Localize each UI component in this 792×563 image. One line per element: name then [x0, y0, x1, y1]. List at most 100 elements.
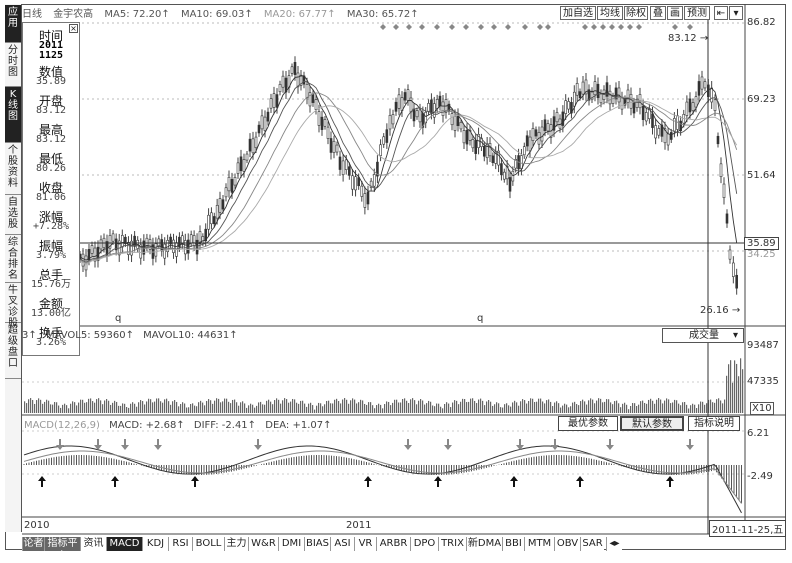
tab-kdj[interactable]: KDJ: [142, 537, 168, 551]
price-axis-top: 86.82: [747, 17, 776, 28]
nav-item-label: 综合排名: [8, 237, 18, 281]
forecast-button[interactable]: 预测: [684, 6, 710, 20]
tab-dma[interactable]: 新DMA: [466, 537, 502, 551]
tab-boll[interactable]: BOLL: [192, 537, 224, 551]
tab-vr[interactable]: VR: [354, 537, 376, 551]
candle-body: [230, 179, 234, 193]
tab-dmi[interactable]: DMI: [278, 537, 304, 551]
volume-bar: [382, 408, 384, 413]
tab-obv[interactable]: OBV: [554, 537, 580, 551]
volume-bar: [282, 400, 284, 413]
volume-bar: [712, 402, 714, 413]
volume-bar: [132, 402, 134, 413]
candle-body: [482, 146, 486, 157]
volume-bar: [390, 405, 392, 413]
nav-item-1[interactable]: 分时图: [5, 43, 21, 87]
event-marker: [505, 24, 511, 30]
tab-macd[interactable]: MACD: [106, 537, 142, 551]
tab-[interactable]: 指标平台: [44, 537, 80, 562]
candle-body: [215, 205, 219, 219]
tab-arbr[interactable]: ARBR: [376, 537, 410, 551]
tab-[interactable]: 主力: [224, 537, 248, 551]
volume-bar: [304, 403, 306, 413]
volume-bar: [422, 400, 424, 413]
candle-body: [534, 129, 538, 137]
nav-item-6[interactable]: 牛叉诊股: [5, 283, 21, 329]
tab-asi[interactable]: ASI: [330, 537, 354, 551]
ma20-label: MA20: 67.77↑: [263, 9, 336, 20]
nav-item-7[interactable]: 超级盘口: [5, 323, 21, 379]
close-icon[interactable]: ×: [69, 24, 78, 33]
candle-body: [305, 84, 309, 98]
volume-bar: [134, 403, 136, 413]
tab-bbi[interactable]: BBI: [502, 537, 524, 551]
volume-bar: [150, 399, 152, 413]
candle-body: [382, 136, 386, 145]
volume-bar: [196, 406, 198, 413]
volume-bar: [542, 401, 544, 413]
candle-body: [710, 87, 713, 103]
sell-arrow-icon: [121, 439, 129, 450]
nav-item-4[interactable]: 自选股: [5, 195, 21, 235]
tab-mtm[interactable]: MTM: [524, 537, 554, 551]
ma-button[interactable]: 均线: [597, 6, 623, 20]
overlay-button[interactable]: 叠: [650, 6, 666, 20]
volume-bar: [504, 404, 506, 413]
nav-item-5[interactable]: 综合排名: [5, 235, 21, 283]
candle-body: [488, 143, 492, 157]
draw-button[interactable]: 画: [667, 6, 683, 20]
nav-item-0[interactable]: 应用: [5, 5, 21, 43]
candle-body: [296, 72, 300, 88]
macd-axis-top: 6.21: [747, 428, 770, 439]
volume-indicator-select[interactable]: 成交量 ▾: [662, 328, 744, 343]
volume-bar: [122, 403, 124, 413]
volume-bar: [488, 400, 490, 413]
volume-bar: [330, 403, 332, 413]
nav-item-2[interactable]: K线图: [5, 87, 21, 143]
candle-body: [108, 235, 112, 249]
volume-bar: [736, 363, 738, 413]
candle-body: [666, 133, 670, 146]
volume-bar: [40, 399, 42, 413]
volume-bar: [590, 398, 592, 413]
default-params-button[interactable]: 默认参数: [620, 416, 684, 431]
nav-item-3[interactable]: 个股资料: [5, 143, 21, 195]
volume-bar: [644, 402, 646, 413]
menu-down-icon[interactable]: ▾: [729, 6, 743, 20]
volume-bar: [334, 399, 336, 413]
volume-bar: [544, 403, 546, 413]
volume-bar: [526, 403, 528, 413]
volume-bar: [222, 401, 224, 413]
tab-[interactable]: 资讯: [80, 537, 106, 551]
scroll-arrows-icon[interactable]: ◂▸: [606, 537, 622, 551]
volume-bar: [364, 403, 366, 413]
info-value: 3.79%: [35, 250, 67, 261]
tab-rsi[interactable]: RSI: [168, 537, 192, 551]
candle-body: [311, 93, 315, 103]
volume-bar: [356, 403, 358, 413]
candle-body: [471, 139, 475, 149]
ma-line: [79, 80, 738, 263]
ex-rights-button[interactable]: 除权: [624, 6, 648, 20]
tab-[interactable]: 论者: [22, 537, 44, 551]
tab-dpo[interactable]: DPO: [410, 537, 438, 551]
volume-bar: [324, 404, 326, 413]
volume-bar: [518, 405, 520, 413]
add-favorite-button[interactable]: 加自选: [560, 6, 596, 20]
tab-bias[interactable]: BIAS: [304, 537, 330, 551]
back-icon[interactable]: ⇤: [714, 6, 728, 20]
candle-body: [525, 135, 529, 147]
event-marker: [609, 24, 615, 30]
tab-trix[interactable]: TRIX: [438, 537, 466, 551]
indicator-help-button[interactable]: 指标说明: [688, 416, 740, 431]
volume-bar: [550, 401, 552, 413]
tab-sar[interactable]: SAR: [580, 537, 604, 551]
optimal-params-button[interactable]: 最优参数: [558, 416, 618, 431]
tab-wr[interactable]: W&R: [248, 537, 278, 551]
candle-body: [599, 93, 603, 104]
sell-arrow-icon: [686, 439, 694, 450]
buy-arrow-icon: [38, 476, 46, 487]
volume-header: 3↑ MAVOL5: 59360↑ MAVOL10: 44631↑: [22, 330, 244, 341]
candle-body: [552, 116, 556, 131]
